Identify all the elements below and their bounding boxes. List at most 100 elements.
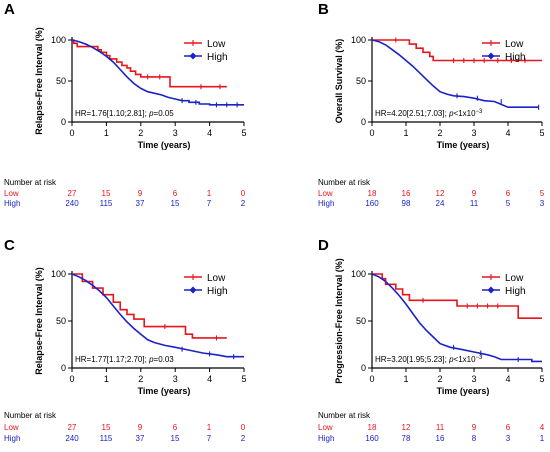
y-tick-label: 50 <box>356 316 366 326</box>
x-tick-label: 2 <box>138 374 143 384</box>
p-value: <1x10 <box>454 355 477 364</box>
risk-row-high: High 240 115 37 15 7 2 <box>4 434 246 443</box>
km-curve-high <box>71 273 244 358</box>
risk-row-low: Low 27 15 9 6 1 0 <box>4 189 246 198</box>
x-tick-label: 0 <box>369 128 374 138</box>
risk-count: 37 <box>136 199 145 208</box>
risk-count: 9 <box>472 189 477 198</box>
risk-count: 27 <box>68 423 77 432</box>
series-low <box>372 273 542 319</box>
x-tick-label: 3 <box>471 374 476 384</box>
x-tick-label: 1 <box>403 374 408 384</box>
panel-label: D <box>318 237 329 254</box>
x-tick-label: 0 <box>69 128 74 138</box>
legend-item-low: Low <box>482 39 524 50</box>
panel-label: C <box>4 237 15 254</box>
y-axis-label: Relapse-Free Interval (%) <box>34 27 44 135</box>
legend-marker <box>487 286 495 294</box>
risk-row-label: High <box>318 199 334 208</box>
risk-count: 1 <box>540 434 545 443</box>
legend-label: High <box>505 52 526 63</box>
p-value: =0.03 <box>154 355 175 364</box>
y-axis-label: Relapse-Free Interval (%) <box>34 267 44 375</box>
series-low <box>72 273 227 341</box>
risk-count: 15 <box>171 199 180 208</box>
risk-count: 115 <box>100 199 113 208</box>
risk-count: 9 <box>138 189 143 198</box>
x-tick-label: 1 <box>403 128 408 138</box>
legend-label: Low <box>207 273 226 284</box>
risk-count: 6 <box>173 189 178 198</box>
risk-count: 78 <box>402 434 411 443</box>
risk-count: 2 <box>241 434 246 443</box>
x-axis-label: Time (years) <box>138 386 191 396</box>
x-tick-label: 5 <box>241 128 246 138</box>
x-tick-label: 3 <box>173 374 178 384</box>
x-tick-label: 2 <box>437 128 442 138</box>
x-tick-label: 4 <box>505 374 510 384</box>
legend-item-low: Low <box>482 273 524 284</box>
y-axis-label: Overall Survival (%) <box>334 39 344 124</box>
p-symbol: p <box>148 109 154 118</box>
y-axis-label: Progression-Free Interval (%) <box>334 258 344 384</box>
risk-row-label: Low <box>318 423 333 432</box>
p-value: <1x10 <box>454 109 477 118</box>
risk-table-title: Number at risk <box>318 178 371 187</box>
risk-row-low: Low 18 12 11 9 6 4 <box>318 423 545 432</box>
legend-item-high: High <box>184 52 228 63</box>
risk-count: 1 <box>207 189 212 198</box>
p-symbol: p <box>148 355 154 364</box>
risk-count: 0 <box>241 423 246 432</box>
p-value: =0.05 <box>154 109 175 118</box>
risk-row-label: Low <box>318 189 333 198</box>
risk-count: 3 <box>506 434 511 443</box>
legend-item-low: Low <box>184 39 226 50</box>
x-tick-label: 0 <box>69 374 74 384</box>
x-tick-label: 2 <box>437 374 442 384</box>
risk-row-label: High <box>4 199 20 208</box>
legend-label: Low <box>505 39 524 50</box>
risk-row-low: Low 18 16 12 9 6 5 <box>318 189 545 198</box>
x-tick-label: 2 <box>138 128 143 138</box>
risk-count: 18 <box>368 423 377 432</box>
risk-count: 12 <box>436 189 445 198</box>
km-curve-low <box>72 273 227 339</box>
legend-marker <box>189 286 197 294</box>
risk-count: 7 <box>207 434 212 443</box>
hr-text: HR=1.76[1.10;2.81]; <box>75 109 149 118</box>
panel-label: B <box>318 1 329 18</box>
risk-count: 11 <box>436 423 445 432</box>
risk-count: 6 <box>173 423 178 432</box>
panel-label: A <box>4 1 15 18</box>
risk-count: 15 <box>102 189 111 198</box>
hr-text: HR=1.77[1.17;2.70]; <box>75 355 149 364</box>
risk-count: 7 <box>207 199 212 208</box>
risk-count: 16 <box>402 189 411 198</box>
series-high <box>371 39 540 110</box>
x-tick-label: 5 <box>539 128 544 138</box>
risk-count: 160 <box>365 434 379 443</box>
x-tick-label: 3 <box>471 128 476 138</box>
km-curve-low <box>372 39 542 62</box>
km-curve-high <box>371 39 539 108</box>
legend-label: Low <box>207 39 226 50</box>
risk-count: 18 <box>368 189 377 198</box>
hr-annotation: HR=3.20[1.95;5.23]; p<1x10−3 <box>375 355 483 364</box>
risk-count: 160 <box>365 199 379 208</box>
legend-label: High <box>207 52 228 63</box>
y-tick-label: 0 <box>61 117 66 127</box>
hr-text: HR=3.20[1.95;5.23]; <box>375 355 449 364</box>
risk-count: 115 <box>100 434 113 443</box>
series-low <box>72 39 227 90</box>
legend-label: High <box>207 286 228 297</box>
risk-count: 27 <box>68 189 77 198</box>
risk-count: 1 <box>207 423 212 432</box>
risk-count: 11 <box>470 199 479 208</box>
risk-count: 3 <box>540 199 545 208</box>
y-tick-label: 100 <box>51 269 66 279</box>
risk-count: 16 <box>436 434 445 443</box>
legend-item-high: High <box>482 286 526 297</box>
